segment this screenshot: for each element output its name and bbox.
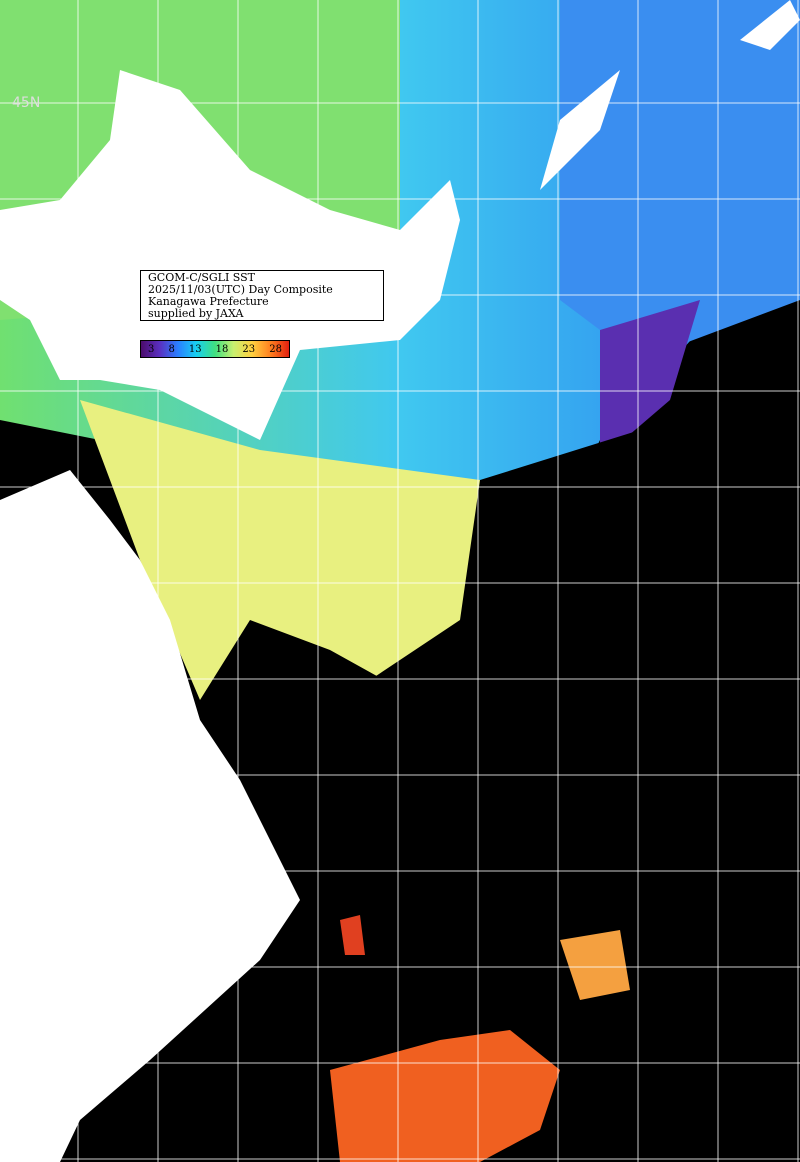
transition-zone [80, 400, 500, 700]
latitude-label: 45N [12, 95, 41, 111]
color-bar-label: 3 [148, 343, 155, 355]
honshu [0, 470, 300, 1162]
caption-date: 2025/11/03(UTC) Day Composite [148, 283, 333, 296]
caption-box: GCOM-C/SGLI SST 2025/11/03(UTC) Day Comp… [140, 270, 384, 321]
color-bar-label: 13 [188, 343, 202, 355]
color-bar-label: 8 [168, 343, 175, 355]
kunashiri [540, 70, 620, 190]
caption-prefecture: Kanagawa Prefecture [148, 295, 269, 308]
etorofu [740, 0, 800, 50]
hokkaido [0, 70, 460, 440]
color-bar-label: 23 [242, 343, 256, 355]
color-bar-label: 18 [215, 343, 229, 355]
cold-band [600, 300, 700, 460]
color-bar-label: 28 [269, 343, 282, 355]
warm-eddy [560, 930, 630, 1000]
caption-title: GCOM-C/SGLI SST [148, 271, 256, 284]
caption-credit: supplied by JAXA [148, 307, 244, 320]
color-bar: 3 8 13 18 23 28 [140, 340, 290, 358]
kuril-waters [560, 0, 800, 360]
warm-spot [340, 915, 365, 955]
